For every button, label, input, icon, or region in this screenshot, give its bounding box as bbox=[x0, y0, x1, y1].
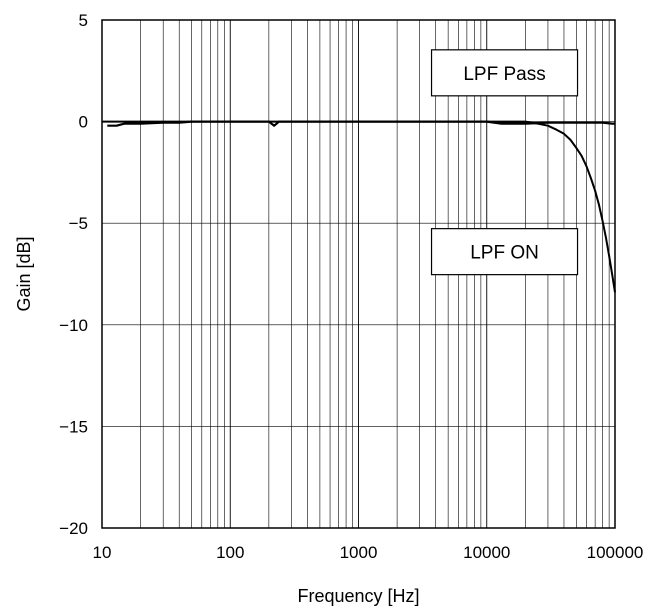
annotation-label: LPF Pass bbox=[463, 64, 545, 85]
annotation-frame bbox=[430, 228, 579, 276]
x-tick-label: 1000 bbox=[340, 543, 378, 562]
annotation-box: LPF ON bbox=[430, 228, 579, 276]
y-tick-label: −5 bbox=[69, 214, 88, 233]
annotations: LPF Pass LPF ON bbox=[430, 49, 579, 276]
y-tick-label: −10 bbox=[59, 316, 88, 335]
x-axis-title: Frequency [Hz] bbox=[297, 586, 419, 606]
x-tick-label: 10000 bbox=[463, 543, 510, 562]
x-tick-labels: 10 100 1000 10000 100000 bbox=[93, 543, 644, 562]
x-tick-label: 100000 bbox=[587, 543, 644, 562]
y-tick-label: 5 bbox=[79, 11, 88, 30]
plot-frame bbox=[101, 19, 616, 529]
annotation-label: LPF ON bbox=[470, 243, 539, 264]
annotation-frame bbox=[430, 49, 579, 97]
x-tick-label: 100 bbox=[216, 543, 244, 562]
series-line bbox=[102, 120, 616, 293]
y-axis-title: Gain [dB] bbox=[14, 236, 34, 311]
x-tick-label: 10 bbox=[93, 543, 112, 562]
y-tick-label: −20 bbox=[59, 519, 88, 538]
y-tick-labels: 5 0 −5 −10 −15 −20 bbox=[59, 11, 88, 538]
y-tick-label: 0 bbox=[79, 113, 88, 132]
y-tick-label: −15 bbox=[59, 417, 88, 436]
annotation-box: LPF Pass bbox=[430, 49, 579, 97]
series-layer bbox=[102, 120, 616, 293]
